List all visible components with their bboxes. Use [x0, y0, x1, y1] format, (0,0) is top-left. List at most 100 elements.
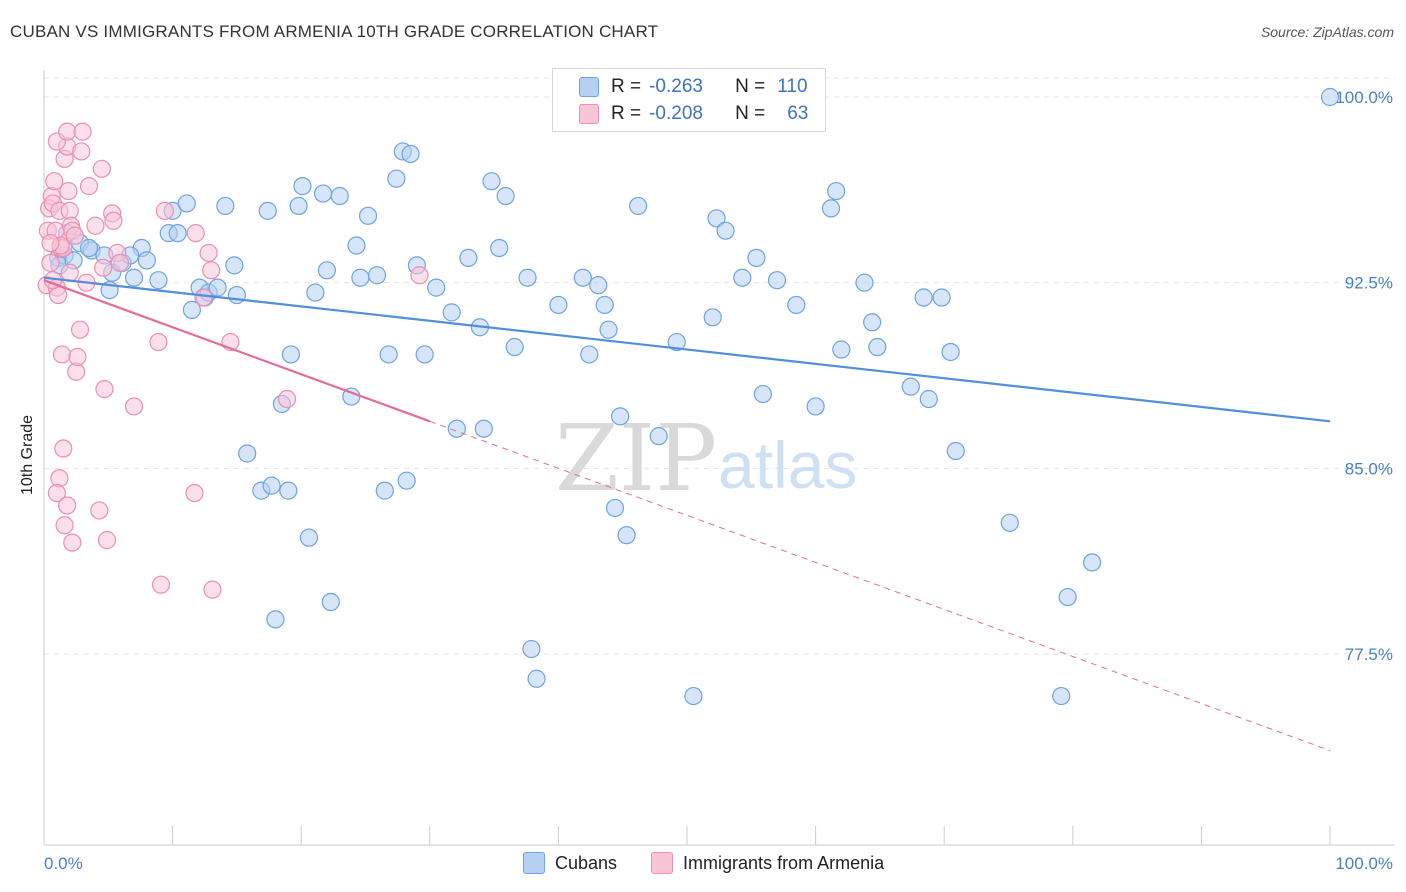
cubans-point — [482, 172, 501, 191]
armenia-point — [155, 201, 174, 220]
cubans-point — [580, 345, 599, 364]
cubans-point — [281, 345, 301, 364]
armenia-trend-line — [43, 279, 431, 423]
legend-item-cubans[interactable]: Cubans — [523, 852, 617, 874]
legend-swatch-cubans — [523, 852, 545, 874]
chart-title: CUBAN VS IMMIGRANTS FROM ARMENIA 10TH GR… — [10, 22, 659, 41]
y-tick-label: 100.0% — [1335, 88, 1393, 107]
armenia-point — [199, 243, 218, 263]
armenia-point — [194, 288, 213, 307]
cubans-point — [855, 273, 874, 292]
armenia-point — [110, 253, 129, 272]
cubans-point — [1082, 553, 1102, 572]
x-tick-label: 100.0% — [1335, 854, 1393, 873]
armenia-point — [95, 380, 114, 399]
cubans-point — [490, 238, 509, 258]
cubans-point — [617, 526, 636, 545]
cubans-point — [684, 686, 703, 706]
cubans-point — [238, 444, 257, 463]
cubans-point — [747, 248, 766, 268]
cubans-point — [299, 528, 319, 547]
cubans-point — [1052, 686, 1071, 706]
cubans-point — [279, 481, 298, 500]
armenia-point — [277, 389, 297, 409]
legend-swatch-armenia — [579, 104, 599, 124]
cubans-point — [901, 377, 920, 396]
armenia-point — [45, 172, 64, 191]
cubans-point — [549, 295, 568, 315]
grid-lines — [44, 77, 1395, 655]
legend-n-value-armenia: 63 — [787, 103, 809, 124]
cubans-point — [262, 476, 281, 495]
armenia-points — [37, 122, 429, 599]
cubans-point — [518, 268, 537, 287]
series-legend: Cubans Immigrants from Armenia — [523, 852, 918, 874]
legend-n-label: N = — [735, 76, 766, 97]
legend-r-value-cubans: -0.263 — [649, 76, 703, 97]
cubans-point — [703, 308, 722, 327]
legend-row-armenia: R = -0.208 N = 63 — [553, 101, 808, 127]
armenia-point — [149, 332, 168, 352]
cubans-point — [707, 209, 726, 228]
armenia-point — [79, 177, 99, 196]
correlation-legend: R = -0.263 N = 110 R = -0.208 N = 63 — [552, 68, 826, 132]
armenia-point — [203, 580, 222, 599]
cubans-point — [216, 196, 235, 216]
legend-row-cubans: R = -0.263 N = 110 — [553, 74, 808, 100]
armenia-point — [151, 575, 171, 594]
watermark: ZIP atlas — [555, 405, 857, 512]
cubans-point — [149, 271, 168, 290]
legend-r-label: R = — [611, 103, 642, 124]
cubans-point — [375, 481, 394, 500]
armenia-point — [50, 469, 69, 488]
cubans-point — [527, 669, 546, 688]
cubans-point — [330, 186, 349, 206]
cubans-point — [806, 397, 825, 416]
armenia-point — [92, 159, 111, 178]
armenia-trend-extension — [429, 420, 1331, 752]
legend-n-label: N = — [735, 103, 766, 124]
cubans-point — [415, 345, 434, 364]
cubans-point — [358, 206, 378, 225]
source-credit: Source: ZipAtlas.com — [1260, 24, 1394, 40]
armenia-point — [63, 533, 82, 552]
cubans-point — [351, 268, 370, 287]
armenia-point — [41, 253, 60, 272]
cubans-point — [289, 196, 308, 216]
cubans-point — [629, 196, 648, 216]
y-tick-label: 92.5% — [1345, 274, 1393, 293]
cubans-point — [387, 169, 406, 188]
cubans-point — [317, 261, 337, 280]
cubans-point — [379, 345, 398, 364]
cubans-point — [401, 144, 420, 164]
armenia-point — [202, 261, 221, 280]
armenia-point — [124, 397, 144, 416]
cubans-point — [306, 283, 325, 302]
armenia-point — [47, 483, 66, 503]
armenia-point — [185, 483, 204, 503]
armenia-point — [52, 345, 72, 364]
armenia-point — [186, 224, 205, 243]
cubans-point — [442, 303, 461, 322]
cubans-point — [611, 407, 630, 426]
cubans-point — [605, 498, 625, 518]
cubans-point — [868, 337, 887, 357]
cubans-point — [177, 194, 196, 213]
legend-swatch-cubans — [579, 77, 599, 97]
cubans-point — [595, 295, 614, 315]
cubans-point — [716, 221, 735, 240]
cubans-point — [367, 266, 387, 285]
cubans-point — [667, 332, 686, 352]
cubans-point — [168, 224, 187, 243]
y-tick-label: 77.5% — [1345, 645, 1393, 664]
legend-item-armenia[interactable]: Immigrants from Armenia — [651, 852, 884, 874]
armenia-point — [97, 531, 117, 550]
armenia-point — [72, 142, 91, 161]
legend-label-armenia: Immigrants from Armenia — [683, 852, 885, 873]
cubans-trend-line — [43, 276, 1331, 423]
armenia-point — [41, 233, 60, 253]
cubans-point — [1320, 87, 1340, 107]
legend-n-value-cubans: 110 — [777, 76, 808, 97]
x-tick-label: 0.0% — [44, 854, 83, 873]
